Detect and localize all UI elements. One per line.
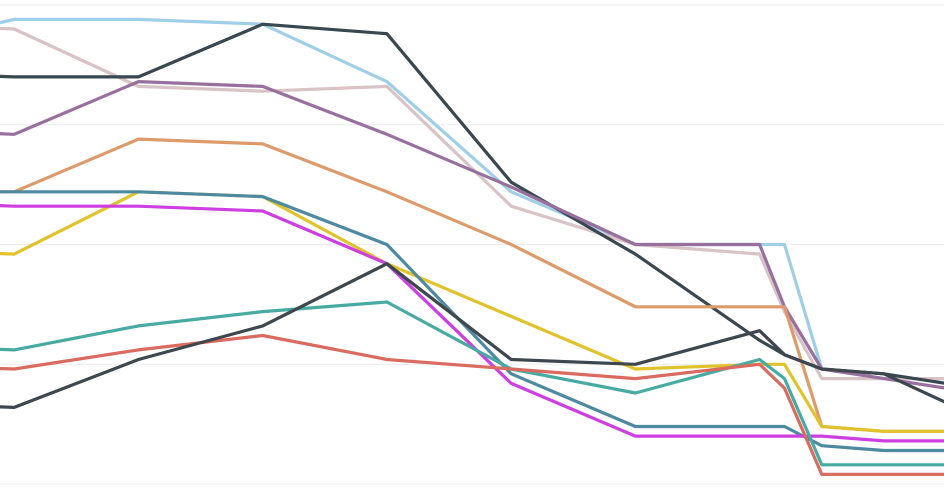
series-line-11 xyxy=(0,262,944,409)
series-layer xyxy=(0,17,944,476)
series-line-9 xyxy=(0,300,944,467)
series-line-7 xyxy=(0,190,944,453)
series-line-8 xyxy=(0,204,944,443)
series-line-10 xyxy=(0,333,944,476)
grid-layer xyxy=(0,4,944,485)
series-line-6 xyxy=(0,190,944,433)
series-line-5 xyxy=(0,137,944,433)
